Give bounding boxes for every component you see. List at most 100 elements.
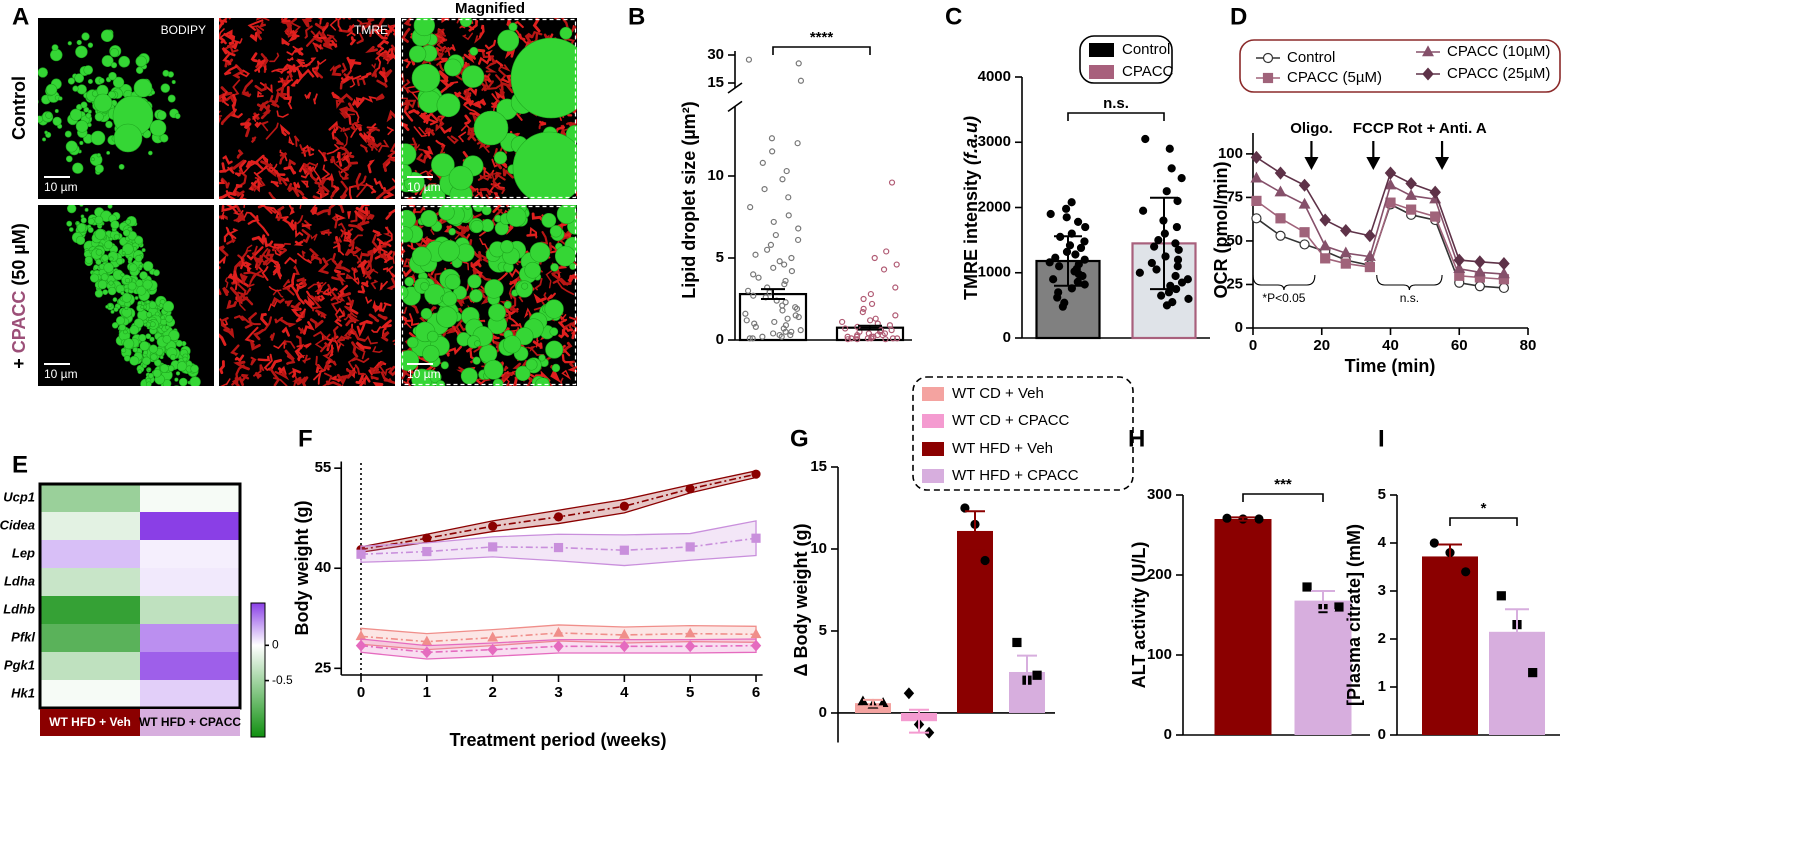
significance-bracket <box>1449 517 1518 526</box>
mitochondria <box>222 91 227 103</box>
mitochondria <box>435 116 445 132</box>
lipid-droplet <box>102 289 109 295</box>
mitochondria <box>331 91 340 100</box>
data-point <box>1364 261 1375 273</box>
lipid-droplet <box>159 324 163 329</box>
mitochondria <box>341 132 349 150</box>
mitochondria <box>281 326 290 337</box>
lipid-droplet <box>75 235 86 245</box>
panel-letter: C <box>945 3 962 30</box>
mitochondria <box>345 236 352 244</box>
lipid-droplet <box>97 279 108 290</box>
lipid-droplet <box>150 353 158 361</box>
mitochondria <box>287 96 293 110</box>
mitochondria <box>403 105 414 122</box>
mitochondria <box>321 164 331 180</box>
data-point <box>1275 230 1286 241</box>
significance-bracket <box>772 46 871 55</box>
mitochondria <box>574 33 577 39</box>
heatmap-cell <box>140 568 240 596</box>
lipid-droplet <box>411 63 441 93</box>
scale-bar-label: 10 µm <box>407 367 441 381</box>
lipid-droplet <box>165 314 173 323</box>
data-point <box>684 627 696 638</box>
column-label-bg <box>40 709 140 736</box>
data-point <box>788 254 795 262</box>
mitochondria <box>295 230 304 238</box>
mitochondria <box>317 18 323 25</box>
lipid-droplet <box>443 58 462 77</box>
lipid-droplet <box>147 367 152 372</box>
mitochondria <box>474 190 484 199</box>
lipid-droplet <box>148 301 157 310</box>
data-point <box>785 212 792 219</box>
mitochondria <box>344 305 355 316</box>
mitochondria <box>357 210 370 227</box>
x-tick-label: 6 <box>752 684 760 701</box>
mitochondria <box>384 27 393 38</box>
lipid-droplet <box>110 220 120 230</box>
heatmap-cell <box>40 484 140 512</box>
data-point <box>422 546 432 557</box>
mitochondria <box>288 135 295 146</box>
data-point <box>767 241 775 248</box>
lipid-droplet <box>118 55 130 68</box>
mitochondria <box>354 364 367 376</box>
error-bar <box>858 324 882 331</box>
mitochondria <box>356 321 366 338</box>
lipid-droplet <box>106 150 111 155</box>
mitochondria <box>478 24 485 38</box>
mitochondria <box>283 165 297 175</box>
mitochondria <box>351 357 370 364</box>
lipid-droplet <box>554 245 576 267</box>
lipid-droplet <box>111 322 119 329</box>
mitochondria <box>288 205 295 216</box>
data-point <box>783 167 790 175</box>
mitochondria <box>290 185 305 198</box>
data-point <box>860 305 867 312</box>
mitochondria <box>328 205 345 214</box>
lipid-droplet <box>94 215 104 225</box>
data-point <box>1473 265 1486 277</box>
mitochondria <box>353 175 367 188</box>
y-tick-label: 1 <box>1378 678 1386 695</box>
mitochondria <box>365 252 374 270</box>
mitochondria <box>291 29 300 38</box>
lipid-droplet <box>90 130 106 146</box>
lipid-droplet <box>401 350 420 372</box>
lipid-droplet <box>460 367 478 385</box>
x-axis-label: Time (min) <box>1345 356 1436 376</box>
data-point <box>779 176 786 183</box>
lipid-droplet <box>559 26 573 40</box>
mitochondria <box>231 377 239 386</box>
lipid-droplet <box>109 48 120 58</box>
lipid-droplet <box>512 131 577 199</box>
data-point <box>770 218 777 226</box>
mitochondria <box>222 154 233 165</box>
significance-label: * <box>1481 500 1487 517</box>
mitochondria <box>359 131 372 144</box>
column-title: Magnified <box>455 0 525 17</box>
mitochondria <box>301 224 312 227</box>
mitochondria <box>564 325 574 332</box>
mitochondria <box>255 26 262 41</box>
mitochondria <box>503 365 509 372</box>
y-axis-label: OCR (pmol/min) <box>1211 162 1231 299</box>
mitochondria <box>358 374 371 386</box>
data-point <box>794 140 801 147</box>
mitochondria <box>386 250 393 260</box>
mitochondria <box>312 34 327 40</box>
lipid-droplet <box>143 261 154 272</box>
lipid-droplet <box>38 115 44 123</box>
mitochondria <box>284 272 296 290</box>
lipid-droplet <box>118 323 126 332</box>
mitochondria <box>274 316 284 324</box>
column-label: WT HFD + Veh <box>49 715 131 729</box>
data-point <box>1275 213 1286 224</box>
mitochondria <box>463 104 481 117</box>
lipid-droplet <box>110 62 118 69</box>
lipid-droplet <box>87 226 94 233</box>
data-point <box>960 503 970 513</box>
mitochondria <box>529 226 538 239</box>
mitochondria <box>303 342 312 349</box>
